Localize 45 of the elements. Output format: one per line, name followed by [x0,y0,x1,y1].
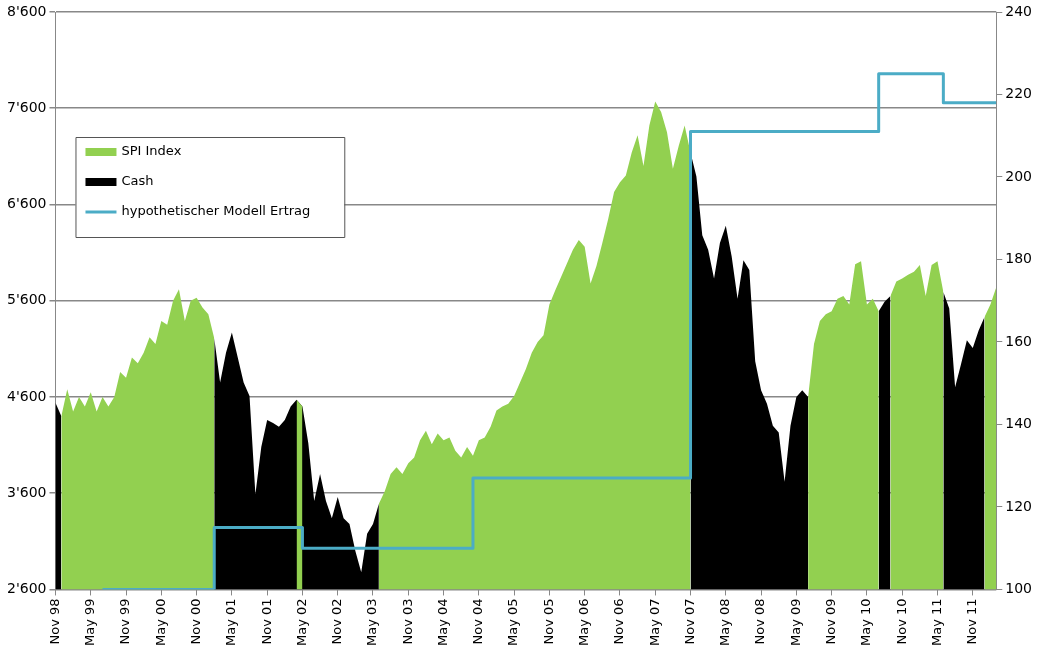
x-tick-label: May 00 [152,598,168,647]
x-tick-label: Nov 06 [611,598,627,645]
y2-tick-label: 140 [1005,415,1033,432]
x-tick-label: May 01 [223,598,239,647]
x-tick-label: Nov 07 [681,598,697,645]
x-tick-label: Nov 05 [540,598,556,645]
y-tick-label: 8'600 [6,2,47,19]
legend-label: Cash [121,173,154,189]
y-tick-label: 2'600 [6,580,47,597]
x-tick-label: Nov 04 [470,598,486,645]
y2-tick-label: 120 [1005,497,1033,514]
x-tick-label: Nov 08 [752,598,768,645]
x-tick-label: May 02 [293,598,309,647]
x-tick-label: May 06 [576,598,592,647]
x-tick-label: May 11 [928,598,944,647]
x-tick-label: May 04 [434,598,450,647]
legend-label: SPI Index [121,143,182,159]
y2-tick-label: 100 [1005,580,1033,597]
x-tick-label: Nov 09 [823,598,839,645]
y2-tick-label: 200 [1005,167,1033,184]
x-tick-label: Nov 02 [329,598,345,645]
y2-tick-label: 220 [1005,85,1033,102]
y2-tick-label: 240 [1005,2,1033,19]
x-tick-label: Nov 01 [258,598,274,645]
y-tick-label: 7'600 [6,98,47,115]
x-tick-label: Nov 99 [117,598,133,645]
x-tick-label: Nov 11 [964,598,980,645]
x-tick-label: Nov 10 [893,598,909,645]
x-tick-label: May 05 [505,598,521,647]
y-tick-label: 4'600 [6,387,47,404]
x-tick-label: May 09 [787,598,803,647]
x-tick-label: Nov 98 [46,598,62,645]
x-tick-label: May 99 [82,598,98,647]
x-tick-label: May 07 [646,598,662,647]
legend-label: hypothetischer Modell Ertrag [121,203,311,219]
y2-tick-label: 160 [1005,332,1033,349]
x-tick-label: Nov 03 [399,598,415,645]
x-tick-label: May 03 [364,598,380,647]
x-tick-label: Nov 00 [187,598,203,645]
y-tick-label: 5'600 [6,291,47,308]
x-tick-label: May 08 [717,598,733,647]
y2-tick-label: 180 [1005,250,1033,267]
y-tick-label: 6'600 [6,195,47,212]
y-tick-label: 3'600 [6,483,47,500]
x-tick-label: May 10 [858,598,874,647]
